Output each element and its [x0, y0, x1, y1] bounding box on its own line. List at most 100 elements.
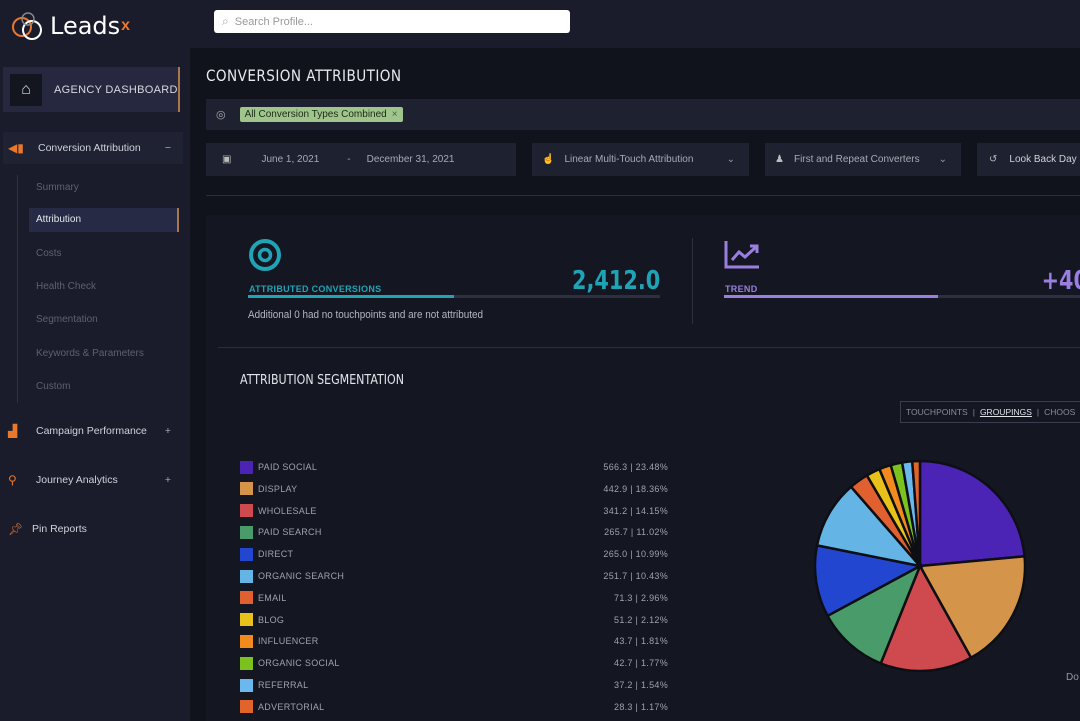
- converters-value: First and Repeat Converters: [793, 154, 920, 165]
- legend-row[interactable]: ORGANIC SOCIAL 42.7 | 1.77%: [240, 656, 670, 670]
- legend-value: 251.7 | 10.43%: [603, 571, 668, 581]
- legend-value: 28.3 | 1.17%: [614, 701, 668, 712]
- legend-swatch: [240, 482, 253, 496]
- sidebar-item-journey-analytics[interactable]: ⚲ Journey Analytics +: [3, 464, 183, 496]
- date-range-picker[interactable]: ▣ June 1, 2021 - December 31, 2021: [206, 143, 516, 176]
- pie-slice-advertorial[interactable]: [910, 459, 922, 567]
- megaphone-icon: ◀▮: [8, 141, 24, 155]
- pie-slice-organic-search[interactable]: [815, 485, 924, 568]
- kpi-separator: [692, 238, 693, 324]
- legend-swatch: [240, 678, 253, 692]
- legend-row[interactable]: REFERRAL 37.2 | 1.54%: [240, 678, 670, 692]
- attributed-conversions-label: ATTRIBUTED CONVERSIONS: [249, 284, 382, 294]
- legend-label: PAID SOCIAL: [258, 462, 318, 472]
- sidebar-sub-segmentation[interactable]: Segmentation: [36, 314, 98, 325]
- sidebar-sub-custom[interactable]: Custom: [36, 381, 71, 392]
- sidebar-sub-attribution[interactable]: Attribution: [29, 208, 179, 232]
- legend-value: 51.2 | 2.12%: [614, 614, 668, 625]
- lookback-dropdown[interactable]: ↺ Look Back Day: [977, 143, 1080, 176]
- legend-value: 566.3 | 23.48%: [603, 462, 668, 472]
- pie-slice-paid-social[interactable]: [918, 459, 1026, 568]
- attribution-model-dropdown[interactable]: ☝ Linear Multi-Touch Attribution ⌄: [532, 143, 749, 176]
- pointer-icon: ☝: [542, 154, 555, 165]
- legend-label: ORGANIC SEARCH: [258, 571, 345, 581]
- logo-mark: x: [121, 17, 131, 34]
- route-icon: ⚲: [8, 473, 17, 487]
- trend-progress: [724, 295, 1080, 298]
- start-date: June 1, 2021: [261, 154, 320, 165]
- top-bar: ⌕ Search Profile...: [190, 0, 1080, 48]
- legend-label: ORGANIC SOCIAL: [258, 658, 340, 669]
- logo-text: Leads: [50, 12, 121, 40]
- agency-dashboard-button[interactable]: ⌂ AGENCY DASHBOARD: [3, 67, 180, 112]
- chip-close-icon[interactable]: ×: [391, 109, 398, 120]
- chevron-down-icon: ⌄: [938, 154, 947, 165]
- filter-chip[interactable]: All Conversion Types Combined ×: [239, 107, 403, 122]
- logo-rings-icon: [12, 12, 42, 40]
- sidebar-item-campaign-performance[interactable]: ▟ Campaign Performance +: [3, 415, 183, 447]
- legend-row[interactable]: WHOLESALE 341.2 | 14.15%: [240, 504, 670, 518]
- label: Pin Reports: [32, 523, 87, 535]
- legend-row[interactable]: EMAIL 71.3 | 2.96%: [240, 591, 670, 605]
- logo[interactable]: Leads x: [10, 10, 130, 42]
- search-placeholder: Search Profile...: [234, 15, 313, 28]
- legend-label: WHOLESALE: [258, 505, 317, 516]
- sidebar-sub-summary[interactable]: Summary: [36, 182, 79, 193]
- lookback-value: Look Back Day: [1009, 154, 1077, 165]
- sidebar: Leads x ⌂ AGENCY DASHBOARD ◀▮ Conversion A…: [0, 0, 190, 721]
- legend-row[interactable]: BLOG 51.2 | 2.12%: [240, 613, 670, 627]
- sidebar-item-conversion-attribution[interactable]: ◀▮ Conversion Attribution −: [3, 132, 183, 164]
- toggle-groupings[interactable]: GROUPINGS: [979, 407, 1032, 417]
- search-input[interactable]: ⌕ Search Profile...: [214, 10, 570, 33]
- legend-row[interactable]: PAID SEARCH 265.7 | 11.02%: [240, 525, 670, 539]
- legend-swatch: [240, 656, 253, 670]
- attributed-conversions-value: 2,412.0: [571, 266, 660, 296]
- legend-label: INFLUENCER: [258, 636, 319, 647]
- undo-icon: ↺: [989, 154, 998, 165]
- pie-chart: [813, 459, 1027, 673]
- legend-row[interactable]: ORGANIC SEARCH 251.7 | 10.43%: [240, 569, 670, 583]
- attributed-note: Additional 0 had no touchpoints and are …: [248, 309, 484, 321]
- legend-row[interactable]: DISPLAY 442.9 | 18.36%: [240, 482, 670, 496]
- legend-value: 341.2 | 14.15%: [603, 505, 668, 516]
- legend-row[interactable]: INFLUENCER 43.7 | 1.81%: [240, 634, 670, 648]
- conversion-type-filter[interactable]: ◎ All Conversion Types Combined ×: [206, 99, 1080, 130]
- pie-slice-display[interactable]: [917, 554, 1027, 660]
- calendar-icon: ▣: [222, 154, 232, 165]
- pie-slice-wholesale[interactable]: [879, 563, 973, 673]
- expand-icon[interactable]: +: [164, 425, 171, 437]
- sidebar-sub-health-check[interactable]: Health Check: [36, 281, 97, 292]
- converters-dropdown[interactable]: ♟ First and Repeat Converters ⌄: [765, 143, 961, 176]
- model-value: Linear Multi-Touch Attribution: [564, 154, 694, 165]
- legend-label: PAID SEARCH: [258, 527, 322, 538]
- collapse-icon[interactable]: −: [164, 142, 171, 154]
- submenu-line: [17, 175, 18, 403]
- home-icon: ⌂: [10, 73, 42, 106]
- target-filter-icon: ◎: [216, 109, 226, 121]
- legend-value: 71.3 | 2.96%: [614, 592, 668, 603]
- user-icon: ♟: [775, 154, 784, 165]
- toggle-choose[interactable]: CHOOS: [1044, 407, 1076, 417]
- sidebar-sub-costs[interactable]: Costs: [36, 248, 62, 259]
- toggle-touchpoints[interactable]: TOUCHPOINTS: [906, 407, 968, 417]
- agency-dashboard-label: AGENCY DASHBOARD: [54, 83, 178, 96]
- legend-row[interactable]: PAID SOCIAL 566.3 | 23.48%: [240, 460, 670, 474]
- legend-value: 43.7 | 1.81%: [614, 636, 668, 647]
- expand-icon[interactable]: +: [164, 474, 171, 486]
- label: Journey Analytics: [36, 474, 118, 486]
- pie-slice-paid-search[interactable]: [825, 563, 923, 666]
- legend-label: DISPLAY: [258, 483, 298, 494]
- legend-swatch: [240, 460, 253, 474]
- label: Campaign Performance: [36, 425, 147, 437]
- legend-swatch: [240, 591, 253, 605]
- legend-swatch: [240, 700, 253, 714]
- legend-swatch: [240, 525, 253, 539]
- legend-row[interactable]: ADVERTORIAL 28.3 | 1.17%: [240, 700, 670, 714]
- pie-slice-direct[interactable]: [813, 543, 924, 618]
- segmentation-title: ATTRIBUTION SEGMENTATION: [240, 373, 405, 388]
- sidebar-sub-keywords[interactable]: Keywords & Parameters: [36, 348, 144, 359]
- chip-label: All Conversion Types Combined: [244, 109, 387, 120]
- section-divider: [218, 347, 1080, 348]
- legend-row[interactable]: DIRECT 265.0 | 10.99%: [240, 547, 670, 561]
- sidebar-item-pin-reports[interactable]: 📌︎ Pin Reports: [3, 513, 183, 545]
